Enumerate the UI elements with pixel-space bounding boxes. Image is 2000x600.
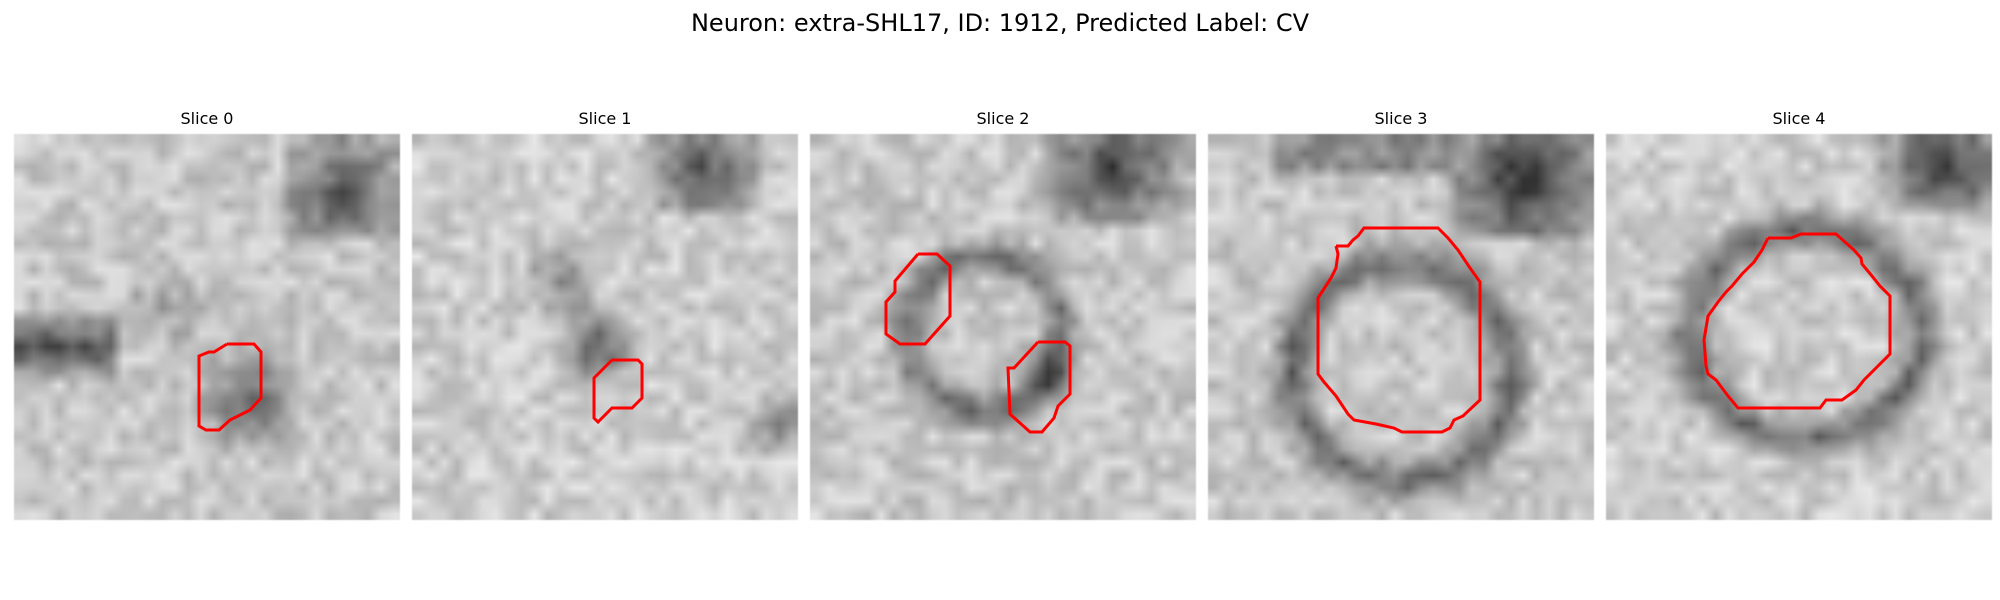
segmentation-overlay [1316, 226, 1482, 434]
slice-title: Slice 0 [180, 109, 234, 128]
segmentation-contour [1316, 226, 1482, 434]
slice-image [412, 134, 798, 520]
slice-image [810, 134, 1196, 520]
segmentation-contour [1702, 232, 1892, 410]
segmentation-overlay [884, 252, 1072, 434]
slice-title: Slice 1 [578, 109, 632, 128]
segmentation-contour [1006, 340, 1072, 434]
figure-title: Neuron: extra-SHL17, ID: 1912, Predicted… [690, 9, 1310, 37]
slice-title: Slice 2 [976, 109, 1030, 128]
slice-image [1208, 134, 1594, 520]
slice-title: Slice 4 [1772, 109, 1826, 128]
segmentation-contour [197, 342, 263, 432]
slice-panel-2: Slice 2 [810, 108, 1196, 520]
slice-panel-4: Slice 4 [1606, 108, 1992, 520]
segmentation-contour [592, 358, 644, 425]
slice-panel-3: Slice 3 [1208, 108, 1594, 520]
slice-panel-0: Slice 0 [14, 108, 400, 520]
segmentation-overlay [197, 342, 263, 432]
segmentation-contour [884, 252, 952, 346]
slice-panel-1: Slice 1 [412, 108, 798, 520]
segmentation-overlay [592, 358, 644, 425]
segmentation-overlay [1702, 232, 1892, 410]
slice-title: Slice 3 [1374, 109, 1428, 128]
slice-image [1606, 134, 1992, 520]
slice-image [14, 134, 400, 520]
